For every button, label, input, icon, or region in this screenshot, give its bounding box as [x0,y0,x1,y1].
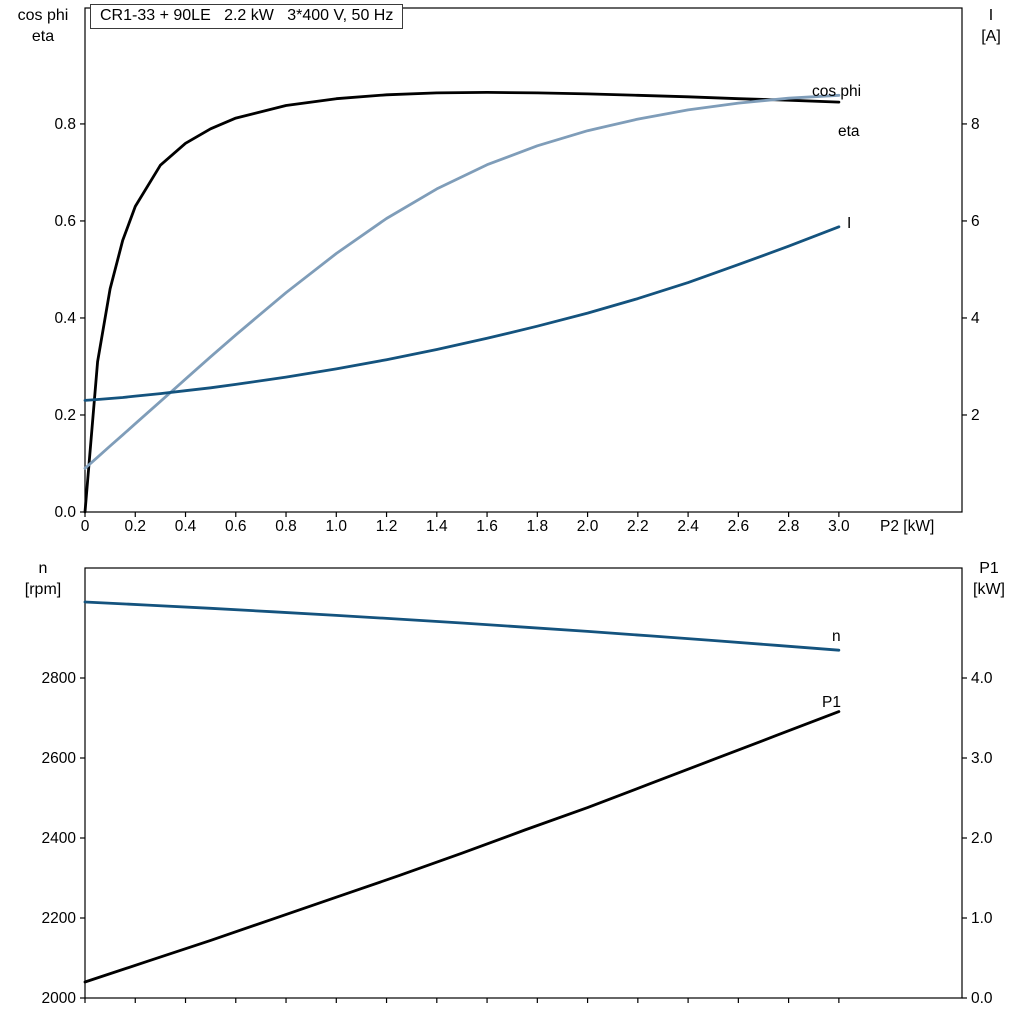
left-tick-label: 2800 [42,670,77,687]
left-tick-label: 0.2 [54,407,76,424]
x-tick-label: 2.8 [778,518,800,535]
top-right-axis-label: I [A] [962,5,1020,47]
left-tick-label: 2200 [42,910,77,927]
curve-n [83,600,841,652]
x-tick-label: 0.6 [225,518,247,535]
right-tick-label: 4 [971,310,980,327]
bottom-chart: 2000 2200 2400 2600 2800 0.0 1.0 2.0 3.0 4.0 n P1 [42,567,993,1007]
curve-I [83,225,841,402]
right-tick-label: 0.0 [971,990,993,1007]
bottom-left-axis-label-line1: n [38,560,48,577]
left-tick-label: 0.6 [54,213,76,230]
x-tick-label: 0.4 [175,518,197,535]
bottom-right-axis-label: P1 [kW] [958,558,1020,600]
left-tick-label: 2400 [42,830,77,847]
x-tick-label: 1.6 [476,518,498,535]
x-tick-label: 1.2 [376,518,398,535]
x-tick-label: 1.8 [527,518,549,535]
curve-eta [83,91,841,514]
top-left-axis-label-line1: cos phi [17,7,69,24]
plot-frame [84,7,963,513]
x-tick-label: 3.0 [828,518,850,535]
curve-label-cos-phi: cos phi [812,83,861,100]
right-tick-label: 2.0 [971,830,993,847]
x-tick-label: 0.8 [275,518,297,535]
x-tick-label: 1.0 [326,518,348,535]
x-tick-label: 2.0 [577,518,599,535]
top-left-axis-label: cos phi eta [2,5,84,47]
curve-label-n: n [832,628,841,645]
right-tick-label: 4.0 [971,670,993,687]
left-tick-label: 0.4 [54,310,76,327]
plot-frame [84,567,963,999]
x-tick-label: 0.2 [124,518,146,535]
left-tick-label: 0.0 [54,504,76,521]
right-tick-label: 6 [971,213,980,230]
left-tick-label: 2000 [42,990,77,1007]
curve-label-I: I [847,215,851,232]
curve-P1 [83,710,841,984]
top-chart: 0 0.2 0.4 0.6 0.8 1.0 1.2 1.4 1.6 1.8 2.0 2.2 2.4 2.6… [54,7,980,535]
bottom-right-axis-label-line2: [kW] [973,581,1005,598]
left-tick-label: 0.8 [54,116,76,133]
curve-label-eta: eta [838,123,860,140]
x-tick-label: 1.4 [426,518,448,535]
x-axis-label: P2 [kW] [880,518,934,535]
x-tick-label: 2.4 [677,518,699,535]
bottom-right-axis-label-line1: P1 [979,560,999,577]
right-tick-label: 3.0 [971,750,993,767]
left-tick-label: 2600 [42,750,77,767]
chart-title-box: CR1-33 + 90LE 2.2 kW 3*400 V, 50 Hz [90,4,404,29]
top-left-axis-label-line2: eta [31,28,55,45]
top-right-axis-label-line1: I [988,7,994,24]
x-tick-label: 0 [81,518,90,535]
right-tick-label: 2 [971,407,980,424]
x-tick-label: 2.6 [728,518,750,535]
right-tick-label: 8 [971,116,980,133]
top-right-axis-label-line2: [A] [981,28,1001,45]
bottom-left-axis-label: n [rpm] [2,558,84,600]
x-tick-label: 2.2 [627,518,649,535]
curve-cos-phi [83,93,841,470]
curve-label-P1: P1 [822,694,841,711]
bottom-left-axis-label-line2: [rpm] [24,581,62,598]
right-tick-label: 1.0 [971,910,993,927]
